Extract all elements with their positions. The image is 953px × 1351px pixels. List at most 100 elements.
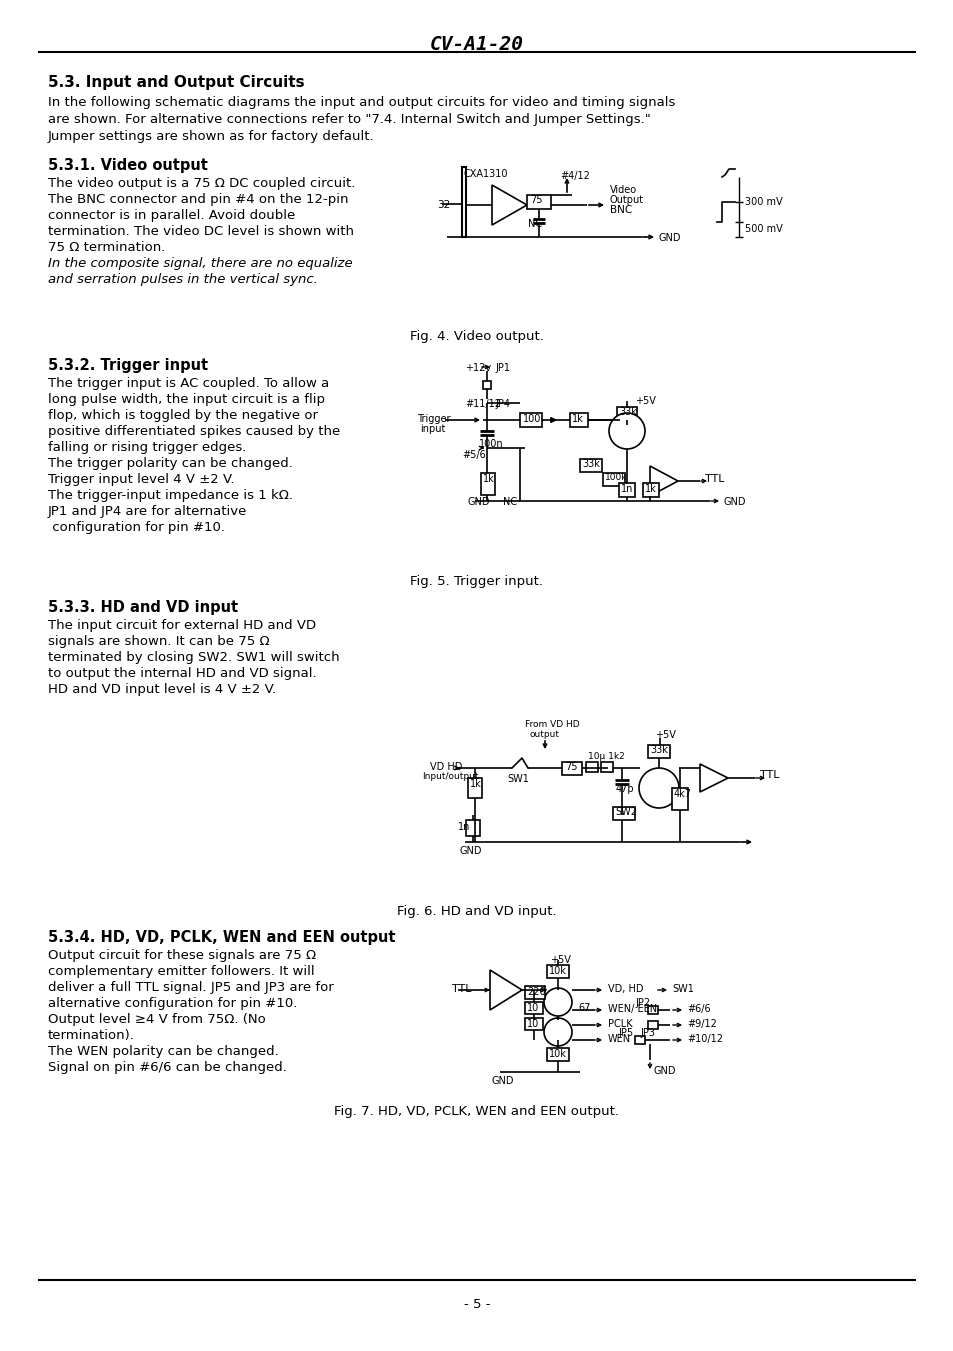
- Text: Input/output: Input/output: [421, 771, 478, 781]
- Bar: [618, 484, 635, 497]
- Circle shape: [543, 1019, 572, 1046]
- Text: 100: 100: [522, 413, 540, 424]
- Text: NC: NC: [527, 219, 541, 230]
- Text: 5.3. Input and Output Circuits: 5.3. Input and Output Circuits: [48, 76, 304, 91]
- Text: The trigger input is AC coupled. To allow a: The trigger input is AC coupled. To allo…: [48, 377, 329, 390]
- Text: JP1 and JP4 are for alternative: JP1 and JP4 are for alternative: [48, 505, 247, 517]
- Bar: [524, 986, 544, 998]
- Text: NC: NC: [502, 497, 517, 507]
- Text: falling or rising trigger edges.: falling or rising trigger edges.: [48, 440, 246, 454]
- Bar: [524, 1002, 542, 1015]
- Text: JP5: JP5: [618, 1028, 633, 1038]
- Text: 10k: 10k: [548, 1048, 566, 1059]
- Bar: [635, 1036, 644, 1044]
- Text: 5.3.1. Video output: 5.3.1. Video output: [48, 158, 208, 173]
- Text: +5V: +5V: [655, 730, 675, 740]
- Text: configuration for pin #10.: configuration for pin #10.: [48, 521, 225, 534]
- Text: The BNC connector and pin #4 on the 12-pin: The BNC connector and pin #4 on the 12-p…: [48, 193, 348, 205]
- Text: #9/12: #9/12: [686, 1019, 716, 1029]
- Bar: [465, 820, 479, 836]
- Text: termination. The video DC level is shown with: termination. The video DC level is shown…: [48, 226, 354, 238]
- Bar: [600, 762, 613, 771]
- Bar: [647, 1006, 658, 1015]
- Text: output: output: [530, 730, 559, 739]
- Text: Jumper settings are shown as for factory default.: Jumper settings are shown as for factory…: [48, 130, 375, 143]
- Bar: [480, 473, 495, 494]
- Text: JP3: JP3: [639, 1028, 655, 1038]
- Text: Video: Video: [609, 185, 637, 195]
- Text: Trigger input level 4 V ±2 V.: Trigger input level 4 V ±2 V.: [48, 473, 234, 486]
- Text: TTL: TTL: [760, 770, 779, 780]
- Text: 1n: 1n: [620, 484, 633, 494]
- Text: In the composite signal, there are no equalize: In the composite signal, there are no eq…: [48, 257, 353, 270]
- Circle shape: [639, 767, 679, 808]
- Polygon shape: [490, 970, 521, 1011]
- Text: deliver a full TTL signal. JP5 and JP3 are for: deliver a full TTL signal. JP5 and JP3 a…: [48, 981, 334, 994]
- Text: SW1: SW1: [506, 774, 528, 784]
- Text: #4/12: #4/12: [559, 172, 589, 181]
- Text: The trigger polarity can be changed.: The trigger polarity can be changed.: [48, 457, 293, 470]
- Bar: [671, 788, 687, 811]
- Text: and serration pulses in the vertical sync.: and serration pulses in the vertical syn…: [48, 273, 317, 286]
- Text: alternative configuration for pin #10.: alternative configuration for pin #10.: [48, 997, 297, 1011]
- Text: 1k: 1k: [572, 413, 583, 424]
- Text: 5.3.4. HD, VD, PCLK, WEN and EEN output: 5.3.4. HD, VD, PCLK, WEN and EEN output: [48, 929, 395, 944]
- Text: GND: GND: [492, 1075, 514, 1086]
- Text: JP1: JP1: [495, 363, 510, 373]
- Bar: [647, 1021, 658, 1029]
- Text: JP2: JP2: [635, 998, 649, 1008]
- Text: 220: 220: [526, 988, 545, 997]
- Text: Fig. 5. Trigger input.: Fig. 5. Trigger input.: [410, 576, 543, 588]
- Text: #10/12: #10/12: [686, 1034, 722, 1044]
- Text: BNC: BNC: [609, 205, 632, 215]
- Text: VD, HD: VD, HD: [607, 984, 643, 994]
- Circle shape: [608, 413, 644, 449]
- Text: In the following schematic diagrams the input and output circuits for video and : In the following schematic diagrams the …: [48, 96, 675, 109]
- Bar: [561, 762, 581, 775]
- Text: 47p: 47p: [616, 784, 634, 794]
- Text: 100n: 100n: [478, 439, 503, 449]
- Text: GND: GND: [659, 232, 680, 243]
- Text: GND: GND: [723, 497, 745, 507]
- Text: The input circuit for external HD and VD: The input circuit for external HD and VD: [48, 619, 315, 632]
- Text: Output level ≥4 V from 75Ω. (No: Output level ≥4 V from 75Ω. (No: [48, 1013, 266, 1025]
- Text: input: input: [419, 424, 445, 434]
- Text: flop, which is toggled by the negative or: flop, which is toggled by the negative o…: [48, 409, 317, 422]
- Bar: [461, 168, 465, 236]
- Text: TTL: TTL: [452, 984, 471, 994]
- Text: #6/6: #6/6: [686, 1004, 710, 1015]
- Text: CV-A1-20: CV-A1-20: [430, 35, 523, 54]
- Text: are shown. For alternative connections refer to "7.4. Internal Switch and Jumper: are shown. For alternative connections r…: [48, 113, 650, 126]
- Text: SW2: SW2: [615, 807, 637, 817]
- Text: SW1: SW1: [671, 984, 693, 994]
- Text: 75: 75: [530, 195, 542, 205]
- Text: 10k: 10k: [548, 966, 566, 975]
- Text: connector is in parallel. Avoid double: connector is in parallel. Avoid double: [48, 209, 294, 222]
- Text: +5V: +5V: [550, 955, 570, 965]
- Bar: [642, 484, 659, 497]
- Text: 1k: 1k: [482, 474, 495, 484]
- Text: JP4: JP4: [495, 399, 510, 409]
- Text: 100k: 100k: [604, 473, 627, 482]
- Polygon shape: [492, 185, 526, 226]
- Bar: [524, 1019, 542, 1029]
- Polygon shape: [700, 765, 727, 792]
- Text: to output the internal HD and VD signal.: to output the internal HD and VD signal.: [48, 667, 316, 680]
- Text: 10: 10: [526, 1002, 538, 1013]
- Circle shape: [543, 988, 572, 1016]
- Text: GND: GND: [654, 1066, 676, 1075]
- Text: #11/12: #11/12: [464, 399, 500, 409]
- Text: positive differentiated spikes caused by the: positive differentiated spikes caused by…: [48, 426, 340, 438]
- Text: CXA1310: CXA1310: [463, 169, 508, 178]
- Text: 500 mV: 500 mV: [744, 224, 781, 234]
- Text: 32: 32: [436, 200, 450, 209]
- Text: The WEN polarity can be changed.: The WEN polarity can be changed.: [48, 1046, 278, 1058]
- Text: +12v: +12v: [464, 363, 491, 373]
- Text: 75: 75: [564, 762, 577, 771]
- Text: #5/6: #5/6: [461, 450, 485, 459]
- Text: 10μ 1k2: 10μ 1k2: [587, 753, 624, 761]
- Text: The video output is a 75 Ω DC coupled circuit.: The video output is a 75 Ω DC coupled ci…: [48, 177, 355, 190]
- Text: 33k: 33k: [618, 407, 637, 417]
- Bar: [546, 965, 568, 978]
- Text: 5.3.2. Trigger input: 5.3.2. Trigger input: [48, 358, 208, 373]
